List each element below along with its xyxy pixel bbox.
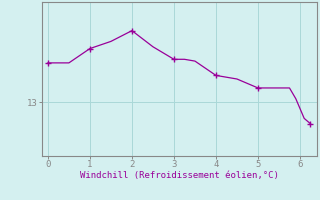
X-axis label: Windchill (Refroidissement éolien,°C): Windchill (Refroidissement éolien,°C) <box>80 171 279 180</box>
